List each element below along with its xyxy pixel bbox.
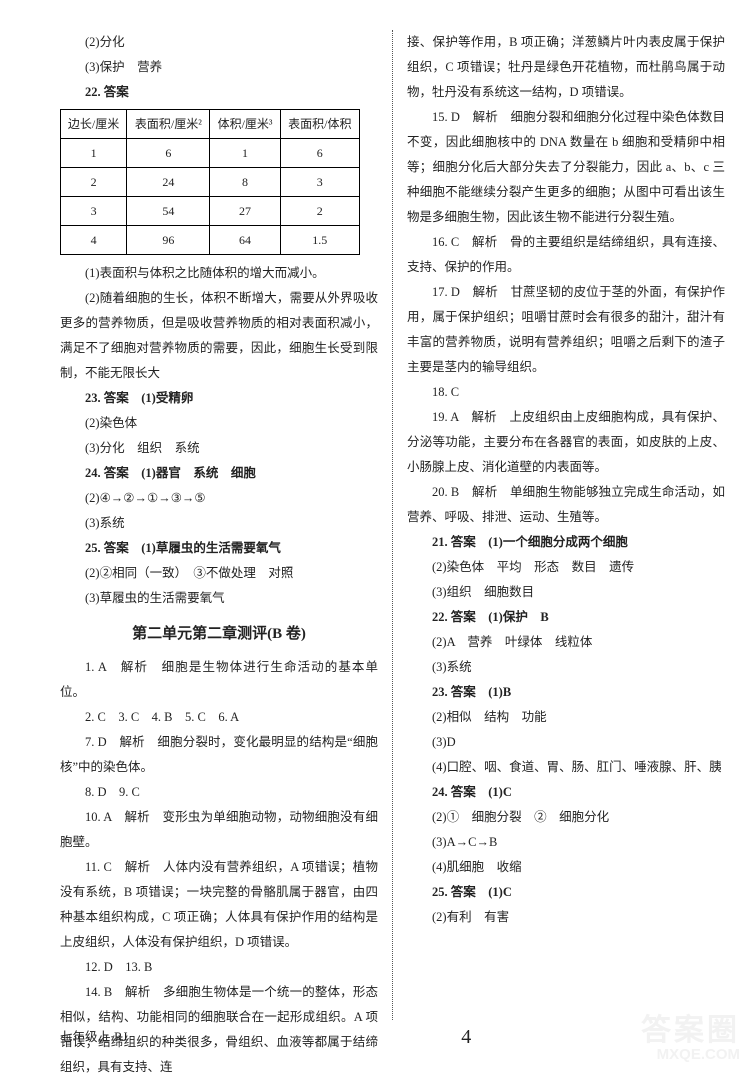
table-cell: 3 (61, 197, 127, 226)
text-line: (3)A→C→B (407, 830, 725, 855)
q24-line: 24. 答案 (1)C (407, 780, 725, 805)
table-cell: 6 (127, 139, 210, 168)
table-cell: 1.5 (280, 226, 359, 255)
text-block: (2)随着细胞的生长，体积不断增大，需要从外界吸收更多的营养物质，但是吸收营养物… (60, 286, 378, 386)
table-header: 体积/厘米³ (210, 110, 280, 139)
table-row: 3 54 27 2 (61, 197, 360, 226)
text-line: (3)系统 (60, 511, 378, 536)
answer-block: 16. C 解析 骨的主要组织是结缔组织，具有连接、支持、保护的作用。 (407, 230, 725, 280)
q-number: 23. 答案 (1)受精卵 (85, 391, 193, 405)
text-line: (2)④→②→①→③→⑤ (60, 486, 378, 511)
text-line: (4)口腔、咽、食道、胃、肠、肛门、唾液腺、肝、胰 (407, 755, 725, 780)
table-cell: 2 (280, 197, 359, 226)
text-line: (3)草履虫的生活需要氧气 (60, 586, 378, 611)
answer-block: 20. B 解析 单细胞生物能够独立完成生命活动，如营养、呼吸、排泄、运动、生殖… (407, 480, 725, 530)
answer-line: 1. A 解析 细胞是生物体进行生命活动的基本单位。 (60, 655, 378, 705)
answer-block: 19. A 解析 上皮组织由上皮细胞构成，具有保护、分泌等功能，主要分布在各器官… (407, 405, 725, 480)
table-cell: 3 (280, 168, 359, 197)
table-cell: 1 (61, 139, 127, 168)
q-number: 22. 答案 (1)保护 B (432, 610, 549, 624)
text-line: (2)相似 结构 功能 (407, 705, 725, 730)
text-line: (3)保护 营养 (60, 55, 378, 80)
answer-block: 17. D 解析 甘蔗坚韧的皮位于茎的外面，有保护作用，属于保护组织；咀嚼甘蔗时… (407, 280, 725, 380)
table-cell: 24 (127, 168, 210, 197)
text-line: (3)组织 细胞数目 (407, 580, 725, 605)
text-line: (2)有利 有害 (407, 905, 725, 930)
q-number: 25. 答案 (1)C (432, 885, 512, 899)
page-number: 4 (461, 1026, 471, 1049)
q23-line: 23. 答案 (1)受精卵 (60, 386, 378, 411)
table-header: 表面积/体积 (280, 110, 359, 139)
q-number: 25. 答案 (1)草履虫的生活需要氧气 (85, 541, 281, 555)
text-line: (3)系统 (407, 655, 725, 680)
text-line: (3)D (407, 730, 725, 755)
text-line: (3)分化 组织 系统 (60, 436, 378, 461)
q24-line: 24. 答案 (1)器官 系统 细胞 (60, 461, 378, 486)
q25-line: 25. 答案 (1)C (407, 880, 725, 905)
q23-line: 23. 答案 (1)B (407, 680, 725, 705)
text-line: (2)②相同（一致） ③不做处理 对照 (60, 561, 378, 586)
q21-line: 21. 答案 (1)一个细胞分成两个细胞 (407, 530, 725, 555)
q22-line: 22. 答案 (1)保护 B (407, 605, 725, 630)
q-number: 24. 答案 (1)C (432, 785, 512, 799)
answer-line: 12. D 13. B (60, 955, 378, 980)
left-column: (2)分化 (3)保护 营养 22. 答案 边长/厘米 表面积/厘米² 体积/厘… (60, 30, 392, 1020)
answer-block: 11. C 解析 人体内没有营养组织，A 项错误；植物没有系统，B 项错误；一块… (60, 855, 378, 955)
q-number: 21. 答案 (1)一个细胞分成两个细胞 (432, 535, 628, 549)
table-header: 表面积/厘米² (127, 110, 210, 139)
q22-label: 22. 答案 (60, 80, 378, 105)
text-line: (4)肌细胞 收缩 (407, 855, 725, 880)
footer-left: 七年级上·RJ (60, 1026, 127, 1049)
ratio-table: 边长/厘米 表面积/厘米² 体积/厘米³ 表面积/体积 1 6 1 6 2 24… (60, 109, 360, 255)
table-cell: 2 (61, 168, 127, 197)
table-cell: 54 (127, 197, 210, 226)
answer-block: 15. D 解析 细胞分裂和细胞分化过程中染色体数目不变，因此细胞核中的 DNA… (407, 105, 725, 230)
answer-line: 10. A 解析 变形虫为单细胞动物，动物细胞没有细胞壁。 (60, 805, 378, 855)
table-cell: 4 (61, 226, 127, 255)
table-row: 2 24 8 3 (61, 168, 360, 197)
text-line: (2)染色体 (60, 411, 378, 436)
answer-line: 8. D 9. C (60, 780, 378, 805)
text-line: (1)表面积与体积之比随体积的增大而减小。 (60, 261, 378, 286)
right-column: 接、保护等作用，B 项正确；洋葱鳞片叶内表皮属于保护组织，C 项错误；牡丹是绿色… (392, 30, 725, 1020)
section-title: 第二单元第二章测评(B 卷) (60, 619, 378, 649)
answer-line: 2. C 3. C 4. B 5. C 6. A (60, 705, 378, 730)
table-row: 4 96 64 1.5 (61, 226, 360, 255)
table-header: 边长/厘米 (61, 110, 127, 139)
table-cell: 6 (280, 139, 359, 168)
text-line: (2)分化 (60, 30, 378, 55)
table-cell: 1 (210, 139, 280, 168)
text-line: (2)① 细胞分裂 ② 细胞分化 (407, 805, 725, 830)
text-line: (2)染色体 平均 形态 数目 遗传 (407, 555, 725, 580)
table-cell: 96 (127, 226, 210, 255)
answer-line: 18. C (407, 380, 725, 405)
table-cell: 8 (210, 168, 280, 197)
table-cell: 64 (210, 226, 280, 255)
answer-block: 7. D 解析 细胞分裂时，变化最明显的结构是“细胞核”中的染色体。 (60, 730, 378, 780)
text-line: (2)A 营养 叶绿体 线粒体 (407, 630, 725, 655)
table-row: 1 6 1 6 (61, 139, 360, 168)
q25-line: 25. 答案 (1)草履虫的生活需要氧气 (60, 536, 378, 561)
table-cell: 27 (210, 197, 280, 226)
q-number: 23. 答案 (1)B (432, 685, 511, 699)
text-block: 接、保护等作用，B 项正确；洋葱鳞片叶内表皮属于保护组织，C 项错误；牡丹是绿色… (407, 30, 725, 105)
q-number: 24. 答案 (1)器官 系统 细胞 (85, 466, 256, 480)
